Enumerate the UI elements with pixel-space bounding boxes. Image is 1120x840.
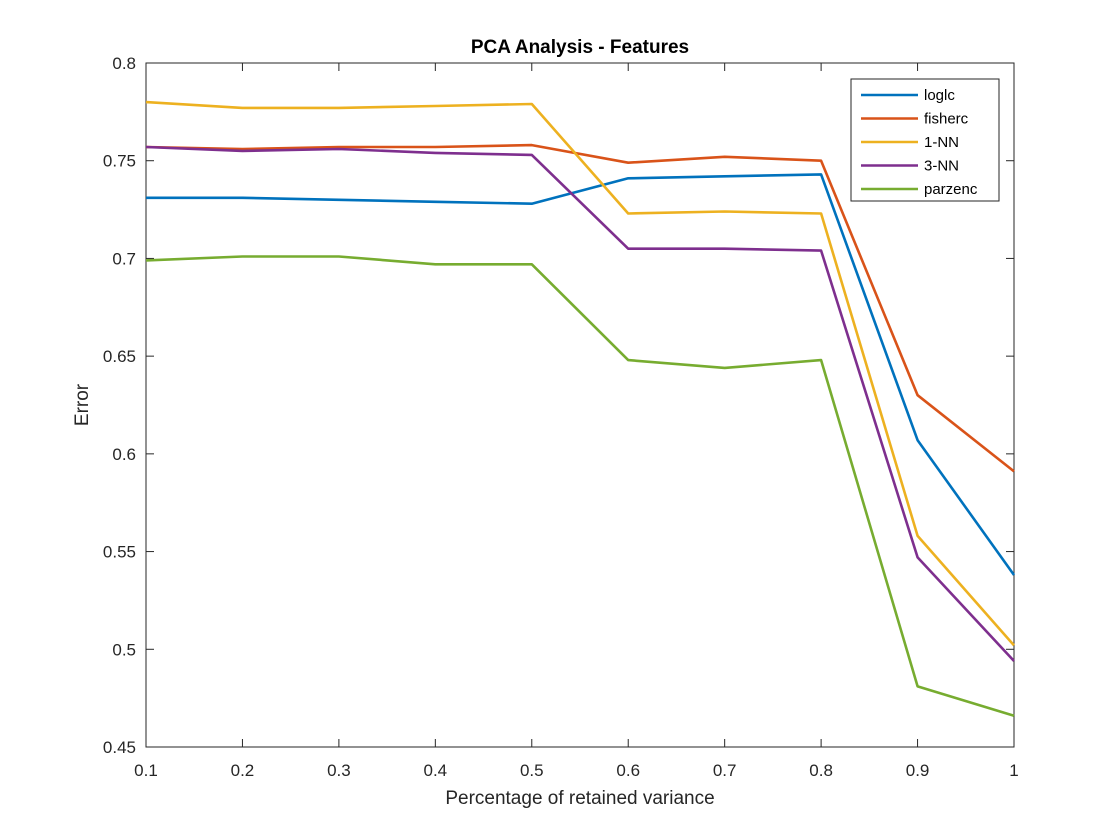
legend-label: fisherc [924,111,969,128]
x-tick-label: 0.8 [809,761,833,780]
x-tick-label: 1 [1009,761,1018,780]
x-tick-label: 0.6 [616,761,640,780]
y-tick-label: 0.6 [112,445,136,464]
x-axis-label: Percentage of retained variance [445,788,714,809]
y-tick-label: 0.65 [103,347,136,366]
y-tick-label: 0.45 [103,738,136,757]
y-tick-label: 0.55 [103,543,136,562]
x-tick-label: 0.9 [906,761,930,780]
legend-label: loglc [924,87,955,104]
y-axis: 0.45 0.5 0.55 0.6 0.65 0.7 0.75 0.8 [103,54,1014,757]
y-tick-label: 0.7 [112,249,136,268]
x-axis: 0.1 0.2 0.3 0.4 0.5 0.6 0.7 0.8 0.9 1 [134,63,1019,780]
x-tick-label: 0.3 [327,761,351,780]
x-tick-label: 0.7 [713,761,737,780]
x-tick-label: 0.1 [134,761,158,780]
series-line-loglc [146,173,1016,576]
chart-title: PCA Analysis - Features [471,37,689,58]
legend-label: parzenc [924,181,978,198]
legend-label: 1-NN [924,134,959,151]
y-tick-label: 0.8 [112,54,136,73]
series-line-parzenc [145,255,1015,717]
series-line-3-nn [145,145,1015,662]
series-line-fisherc [145,143,1015,473]
series-line-1-nn [145,100,1015,647]
legend-label: 3-NN [924,158,959,175]
legend-box [850,78,1000,202]
x-tick-label: 0.4 [424,761,448,780]
x-tick-label: 0.5 [520,761,544,780]
y-tick-label: 0.5 [112,640,136,659]
series-lines [145,100,1016,717]
legend: loglc fisherc 1-NN 3-NN parzenc [850,78,1000,202]
x-tick-label: 0.2 [231,761,255,780]
y-tick-label: 0.75 [103,152,136,171]
y-axis-label: Error [72,383,93,426]
